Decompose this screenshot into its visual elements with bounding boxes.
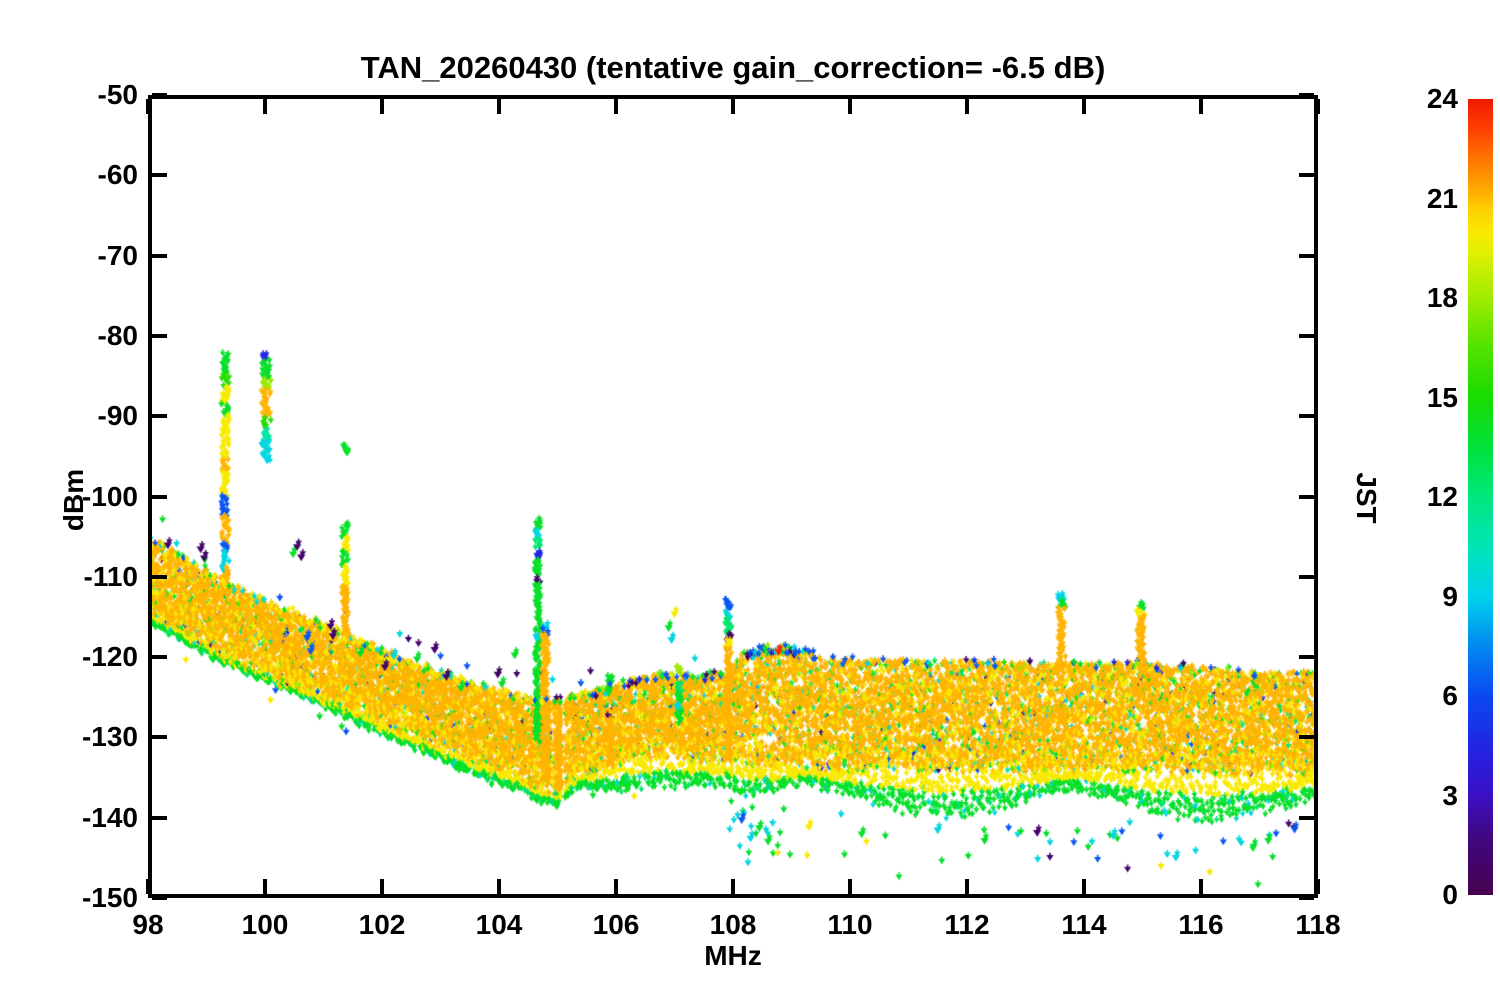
axis-tick: [1299, 815, 1314, 820]
colorbar-title: JST: [1351, 472, 1382, 524]
axis-tick: [152, 93, 167, 97]
axis-tick: [146, 99, 150, 114]
colorbar-tick-label: 18: [1426, 282, 1458, 313]
axis-tick: [146, 879, 150, 894]
y-tick-label: -150: [81, 882, 138, 913]
axis-tick: [1299, 896, 1314, 900]
colorbar-tick-label: 9: [1442, 580, 1458, 612]
axis-tick: [152, 815, 167, 820]
axis-tick: [1199, 879, 1203, 894]
x-tick-label: 108: [709, 909, 757, 940]
axis-tick: [380, 879, 384, 894]
y-tick-label: -70: [97, 239, 138, 271]
axis-tick: [152, 333, 167, 338]
axis-tick: [263, 879, 267, 894]
axis-tick: [497, 99, 501, 114]
x-tick-label: 100: [241, 909, 289, 940]
axis-tick: [965, 99, 969, 114]
axis-tick: [614, 99, 618, 114]
axis-tick: [1299, 93, 1314, 97]
y-tick-label: -90: [97, 400, 138, 432]
y-tick-label: -100: [81, 480, 138, 512]
y-tick-label: -120: [81, 641, 138, 673]
axis-tick: [731, 99, 735, 114]
x-tick-label: 106: [592, 909, 640, 940]
x-axis-title: MHz: [704, 940, 762, 971]
colorbar-tick-label: 24: [1426, 83, 1458, 114]
colorbar-tick-label: 0: [1442, 879, 1458, 910]
axis-tick: [614, 879, 618, 894]
axis-tick: [152, 173, 167, 178]
axis-tick: [152, 494, 167, 499]
axis-tick: [731, 879, 735, 894]
axis-tick: [1316, 879, 1320, 894]
axis-tick: [152, 253, 167, 258]
axis-tick: [1299, 735, 1314, 740]
axis-tick: [152, 574, 167, 579]
axis-tick: [152, 414, 167, 419]
x-tick-label: 110: [827, 909, 873, 940]
axis-tick: [1299, 494, 1314, 499]
axis-tick: [152, 735, 167, 740]
y-tick-label: -60: [97, 159, 138, 191]
axis-tick: [1316, 99, 1320, 114]
axis-tick: [1082, 879, 1086, 894]
x-tick-label: 118: [1295, 909, 1341, 940]
axis-tick: [152, 896, 167, 900]
y-tick-label: -110: [83, 560, 139, 592]
colorbar: [1468, 99, 1493, 895]
axis-tick: [848, 879, 852, 894]
x-tick-label: 114: [1061, 909, 1107, 940]
axis-tick: [497, 879, 501, 894]
colorbar-tick-label: 6: [1442, 680, 1458, 711]
axis-tick: [263, 99, 267, 114]
x-tick-label: 116: [1178, 909, 1224, 940]
axis-tick: [380, 99, 384, 114]
colorbar-tick-label: 15: [1426, 381, 1458, 413]
axis-tick: [1299, 253, 1314, 258]
colorbar-tick-label: 12: [1426, 481, 1458, 512]
y-tick-label: -50: [97, 79, 138, 110]
y-tick-label: -130: [81, 721, 138, 753]
y-tick-label: -80: [97, 319, 138, 351]
axis-tick: [1299, 333, 1314, 338]
x-tick-label: 98: [132, 909, 164, 940]
axis-tick: [965, 879, 969, 894]
x-tick-label: 104: [475, 909, 523, 940]
colorbar-tick-label: 21: [1426, 182, 1458, 214]
axis-tick: [1199, 99, 1203, 114]
axis-tick: [848, 99, 852, 114]
x-tick-label: 102: [358, 909, 406, 940]
scatter-canvas: [152, 99, 1314, 894]
colorbar-tick-label: 3: [1442, 779, 1458, 811]
x-tick-label: 112: [944, 909, 990, 940]
axis-tick: [1299, 574, 1314, 579]
axis-tick: [1299, 414, 1314, 419]
plot-title: TAN_20260430 (tentative gain_correction=…: [360, 50, 1106, 85]
y-tick-label: -140: [81, 801, 138, 833]
axis-tick: [152, 655, 167, 660]
axis-tick: [1299, 173, 1314, 178]
axis-tick: [1082, 99, 1086, 114]
y-axis-title: dBm: [58, 468, 89, 532]
axis-tick: [1299, 655, 1314, 660]
